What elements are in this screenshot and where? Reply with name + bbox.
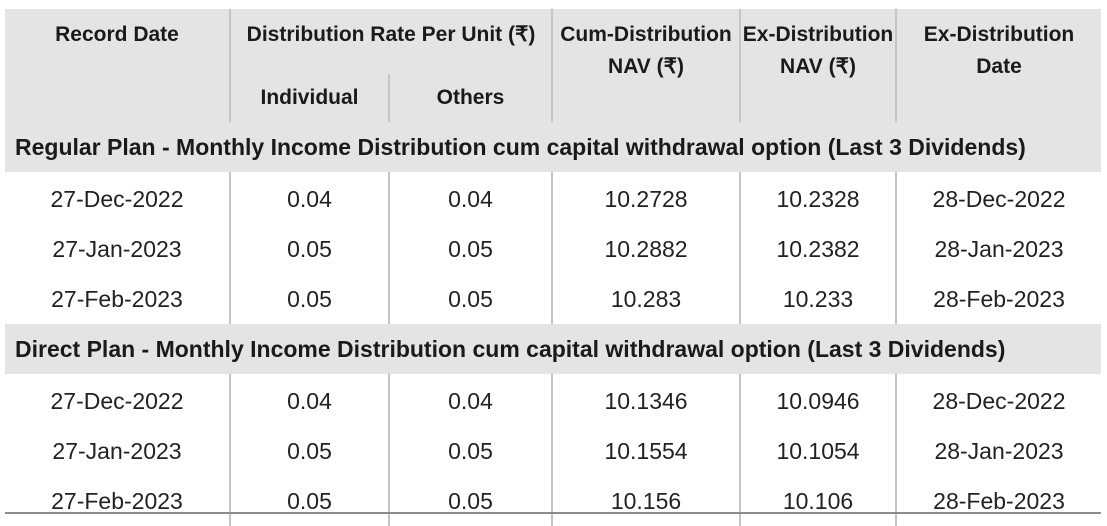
cell-ex-nav: 10.233 [739,274,898,324]
table-body: Regular Plan - Monthly Income Distributi… [5,122,1102,526]
cell-individual: 0.04 [229,374,390,426]
cell-others: 0.04 [387,374,554,426]
cell-record-date: 27-Dec-2022 [5,374,231,426]
cell-record-date: 27-Jan-2023 [5,426,231,476]
header-ex-distribution-date: Ex-Distribution Date [895,9,1102,122]
cell-ex-date: 28-Feb-2023 [895,274,1102,324]
cell-cum-nav: 10.2728 [551,172,742,224]
cell-ex-date: 28-Dec-2022 [895,374,1102,426]
table-row: 27-Jan-2023 0.05 0.05 10.2882 10.2382 28… [5,224,1102,274]
cell-ex-date: 28-Jan-2023 [895,426,1102,476]
cell-ex-date: 28-Feb-2023 [895,476,1102,526]
table-row: 27-Dec-2022 0.04 0.04 10.1346 10.0946 28… [5,374,1102,426]
cell-record-date: 27-Feb-2023 [5,274,231,324]
cell-cum-nav: 10.283 [551,274,742,324]
cell-others: 0.05 [387,274,554,324]
table-row: 27-Feb-2023 0.05 0.05 10.156 10.106 28-F… [5,476,1102,526]
cell-cum-nav: 10.2882 [551,224,742,274]
header-others: Others [387,74,553,122]
cell-others: 0.05 [387,426,554,476]
header-record-date: Record Date [5,9,231,122]
header-distribution-rate: Distribution Rate Per Unit (₹) [228,9,554,74]
table-row: 27-Feb-2023 0.05 0.05 10.283 10.233 28-F… [5,274,1102,324]
cell-record-date: 27-Jan-2023 [5,224,231,274]
cell-individual: 0.04 [229,172,390,224]
table-row: 27-Dec-2022 0.04 0.04 10.2728 10.2328 28… [5,172,1102,224]
cell-individual: 0.05 [229,224,390,274]
cell-ex-date: 28-Dec-2022 [895,172,1102,224]
cell-individual: 0.05 [229,476,390,526]
cell-record-date: 27-Dec-2022 [5,172,231,224]
cell-others: 0.05 [387,224,554,274]
cell-individual: 0.05 [229,274,390,324]
header-individual: Individual [230,74,390,122]
cell-cum-nav: 10.156 [551,476,742,526]
cell-ex-nav: 10.106 [739,476,898,526]
cell-record-date: 27-Feb-2023 [5,476,231,526]
section-title: Direct Plan - Monthly Income Distributio… [5,324,1102,374]
cell-ex-nav: 10.2328 [739,172,898,224]
header-cum-nav-line1: Cum-Distribution [560,23,732,46]
cell-ex-nav: 10.2382 [739,224,898,274]
section-header-regular-plan: Regular Plan - Monthly Income Distributi… [5,122,1102,172]
table-bottom-border [5,512,1101,514]
cell-others: 0.05 [387,476,554,526]
cell-cum-nav: 10.1346 [551,374,742,426]
header-ex-nav-line1: Ex-Distribution [742,23,894,46]
cell-others: 0.04 [387,172,554,224]
table-header: Record Date Distribution Rate Per Unit (… [5,9,1102,122]
cell-cum-nav: 10.1554 [551,426,742,476]
cell-ex-nav: 10.1054 [739,426,898,476]
header-ex-date-line1: Ex-Distribution [923,23,1075,46]
header-cum-nav-line2: NAV (₹) [608,55,684,78]
section-title: Regular Plan - Monthly Income Distributi… [5,122,1102,172]
header-ex-date-line2: Date [976,55,1022,78]
cell-ex-nav: 10.0946 [739,374,898,426]
cell-individual: 0.05 [229,426,390,476]
header-ex-nav-line2: NAV (₹) [780,55,856,78]
header-cum-distribution-nav: Cum-Distribution NAV (₹) [551,9,742,122]
distribution-history-table: Record Date Distribution Rate Per Unit (… [5,9,1102,526]
header-ex-distribution-nav: Ex-Distribution NAV (₹) [739,9,898,122]
section-header-direct-plan: Direct Plan - Monthly Income Distributio… [5,324,1102,374]
cell-ex-date: 28-Jan-2023 [895,224,1102,274]
table-row: 27-Jan-2023 0.05 0.05 10.1554 10.1054 28… [5,426,1102,476]
